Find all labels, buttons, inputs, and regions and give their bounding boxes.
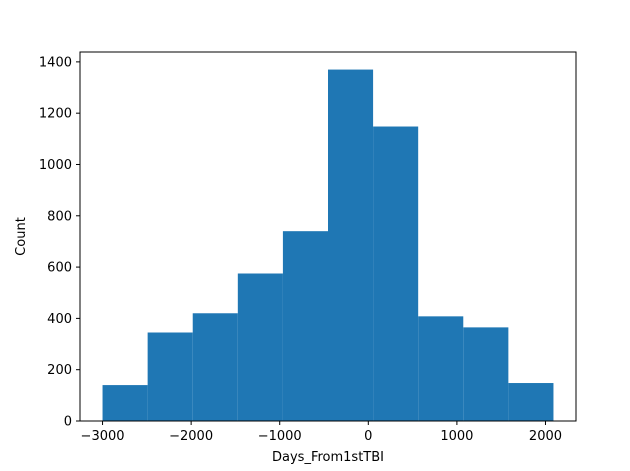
histogram-bar-5	[328, 69, 374, 422]
x-axis-label: Days_From1stTBI	[272, 450, 384, 465]
histogram-bar-9	[508, 383, 554, 421]
y-tick-label: 400	[47, 312, 72, 327]
y-tick-label: 800	[47, 209, 72, 224]
histogram-bar-8	[463, 327, 509, 421]
histogram-bar-7	[418, 316, 464, 421]
histogram-bar-4	[282, 231, 328, 421]
bars-group	[102, 69, 554, 422]
axes-frame	[79, 51, 577, 422]
y-axis-label: Count	[14, 217, 29, 256]
y-tick-label: 1200	[39, 107, 72, 122]
x-tick-label: 0	[364, 429, 372, 444]
x-tick-label: −3000	[81, 429, 125, 444]
x-tick-label: −1000	[258, 429, 302, 444]
histogram-bar-0	[102, 385, 148, 421]
x-axis-ticks: −3000 −2000 −1000 0 1000 2000	[81, 421, 562, 444]
x-tick-label: −2000	[169, 429, 213, 444]
histogram-bar-3	[237, 273, 283, 421]
x-tick-label: 1000	[440, 429, 473, 444]
histogram-bar-1	[147, 332, 193, 421]
y-tick-label: 1000	[39, 158, 72, 173]
histogram-bar-6	[373, 126, 419, 421]
y-tick-label: 600	[47, 261, 72, 276]
y-tick-label: 200	[47, 363, 72, 378]
histogram-bar-2	[192, 313, 238, 421]
x-tick-label: 2000	[529, 429, 562, 444]
y-tick-label: 0	[64, 415, 72, 430]
y-axis-ticks: 0 200 400 600 800 1000 1200 1400	[39, 55, 80, 430]
y-tick-label: 1400	[39, 55, 72, 70]
